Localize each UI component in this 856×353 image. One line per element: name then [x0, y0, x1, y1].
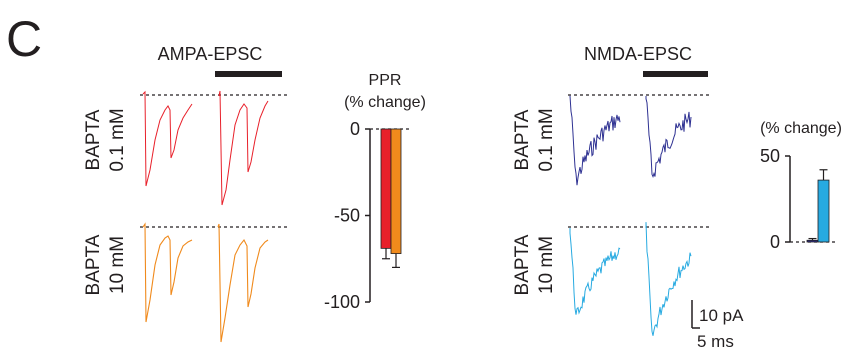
nmda-change-bar	[817, 179, 830, 243]
ampa-row2-label-line2: 10 mM	[107, 236, 128, 294]
nmda-row1-label-line2: 0.1 mM	[536, 108, 557, 171]
nmda-stimulus-bar	[643, 71, 708, 77]
nmda-title: NMDA-EPSC	[584, 44, 692, 64]
nmda-change-bar	[806, 239, 819, 243]
ampa-row2-label-line1: BAPTA	[83, 234, 104, 295]
nmda-change-y-tick-label: 50	[760, 146, 780, 166]
panel-letter: C	[6, 11, 42, 67]
nmda-change-y-tick-label: 0	[770, 232, 780, 252]
ampa-stimulus-bar	[215, 71, 282, 77]
ampa-trace-10mm	[142, 222, 269, 343]
scale-bar	[691, 300, 700, 329]
nmda-row2-label-line1: BAPTA	[512, 234, 533, 295]
nmda-row2-label-line2: 10 mM	[536, 236, 557, 294]
nmda-row1-label-line1: BAPTA	[512, 109, 533, 170]
scale-bar-time-label: 5 ms	[697, 332, 734, 351]
ampa-trace-0p1mm	[142, 90, 269, 206]
ppr-title-line1: PPR	[369, 72, 402, 89]
ppr-bar	[390, 128, 402, 254]
ampa-title: AMPA-EPSC	[158, 44, 263, 64]
ppr-y-tick-label: 0	[350, 119, 360, 139]
ppr-bar-chart: 0 -50 -100	[324, 119, 412, 312]
ampa-row1-label-line1: BAPTA	[83, 109, 104, 170]
nmda-trace-0p1mm	[569, 95, 692, 186]
ampa-row1-label-line2: 0.1 mM	[107, 108, 128, 171]
ppr-y-tick-label: -100	[324, 292, 360, 312]
ppr-bar	[380, 128, 392, 249]
scale-bar-current-label: 10 pA	[699, 306, 744, 325]
ppr-y-tick-label: -50	[334, 206, 360, 226]
nmda-change-bar-chart: 0 50	[760, 146, 836, 252]
nmda-change-title: (% change)	[760, 120, 842, 137]
ppr-title-line2: (% change)	[344, 94, 426, 111]
nmda-trace-10mm	[569, 222, 692, 336]
